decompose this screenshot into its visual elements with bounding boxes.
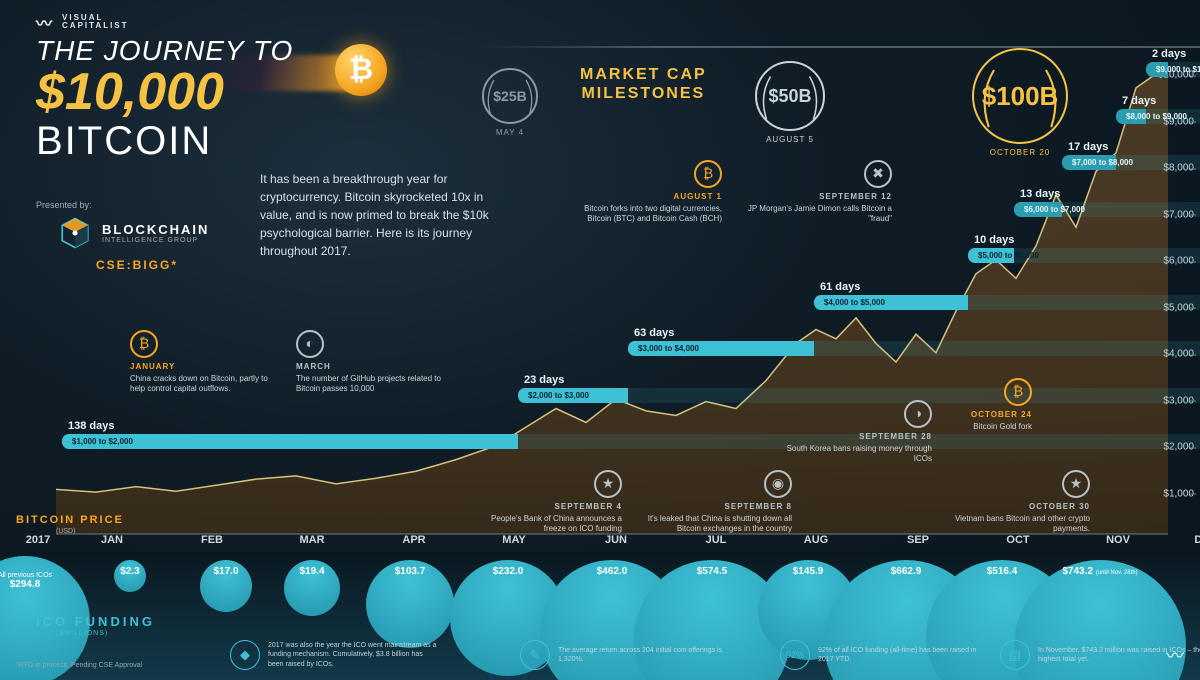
ico-bubble: $103.7	[366, 560, 454, 648]
price-chart-svg	[56, 46, 1168, 534]
event-date: OCTOBER 24	[882, 410, 1032, 420]
event-icon: ₿	[1004, 378, 1032, 406]
price-band: 138 days$1,000 to $2,000	[62, 434, 1200, 449]
price-band: 10 days$5,000 to $6,000	[968, 248, 1200, 263]
event-date: JANUARY	[130, 362, 280, 372]
event-date: SEPTEMBER 28	[782, 432, 932, 442]
x-tick: FEB	[201, 534, 223, 546]
price-band: 63 days$3,000 to $4,000	[628, 341, 1200, 356]
event-date: OCTOBER 30	[940, 502, 1090, 512]
event-date: SEPTEMBER 4	[472, 502, 622, 512]
ico-bubble: $19.4	[284, 560, 340, 616]
event-icon: ₿	[130, 330, 158, 358]
x-tick: JUL	[706, 534, 727, 546]
event-text: China cracks down on Bitcoin, partly to …	[130, 374, 280, 394]
x-tick: MAY	[502, 534, 525, 546]
x-tick: JUN	[605, 534, 627, 546]
event-text: People's Bank of China announces a freez…	[472, 514, 622, 534]
event-text: South Korea bans raising money through I…	[782, 444, 932, 464]
x-tick: NOV	[1106, 534, 1130, 546]
ico-fact: 92% 92% of all ICO funding (all-time) has…	[780, 640, 990, 670]
event-date: AUGUST 1	[572, 192, 722, 202]
fact-icon: ▤	[1000, 640, 1030, 670]
timeline-event: ★ SEPTEMBER 4 People's Bank of China ann…	[472, 470, 622, 534]
y-tick: $1,000	[1163, 488, 1194, 499]
timeline-event: ₿ AUGUST 1 Bitcoin forks into two digita…	[572, 160, 722, 224]
fact-icon: 92%	[780, 640, 810, 670]
event-text: Bitcoin forks into two digital currencie…	[572, 204, 722, 224]
visual-capitalist-logo: 〰 VISUALCAPITALIST	[36, 10, 129, 34]
price-band: 61 days$4,000 to $5,000	[814, 295, 1200, 310]
price-chart	[56, 46, 1168, 534]
timeline-event: ★ OCTOBER 30 Vietnam bans Bitcoin and ot…	[940, 470, 1090, 534]
footnote: *RTO in process. Pending CSE Approval	[16, 662, 142, 669]
event-text: Vietnam bans Bitcoin and other crypto pa…	[940, 514, 1090, 534]
timeline-event: ✖ SEPTEMBER 12 JP Morgan's Jamie Dimon c…	[742, 160, 892, 224]
event-icon: ◐	[296, 330, 324, 358]
x-tick: DEC	[1194, 534, 1200, 546]
timeline-event: ₿ JANUARY China cracks down on Bitcoin, …	[130, 330, 280, 394]
fact-icon: ✎	[520, 640, 550, 670]
price-band: 2 days$9,000 to $10,000	[1146, 62, 1200, 77]
fact-text: 92% of all ICO funding (all-time) has be…	[818, 646, 990, 664]
event-date: MARCH	[296, 362, 446, 372]
x-tick: AUG	[804, 534, 828, 546]
event-icon: ◉	[764, 470, 792, 498]
fact-icon: ◆	[230, 640, 260, 670]
y-axis-header: BITCOIN PRICE	[16, 514, 124, 526]
event-text: It's leaked that China is shutting down …	[642, 514, 792, 534]
event-date: SEPTEMBER 8	[642, 502, 792, 512]
x-axis: 2017JANFEBMARAPRMAYJUNJULAUGSEPOCTNOVDEC	[56, 534, 1168, 552]
ico-fact: ◆ 2017 was also the year the ICO went mai…	[230, 640, 440, 670]
price-band: 17 days$7,000 to $8,000	[1062, 155, 1200, 170]
timeline-event: ₿ OCTOBER 24 Bitcoin Gold fork	[882, 378, 1032, 432]
event-icon: ✖	[864, 160, 892, 188]
x-year: 2017	[26, 534, 50, 546]
timeline-event: ◉ SEPTEMBER 8 It's leaked that China is …	[642, 470, 792, 534]
price-band: 7 days$8,000 to $9,000	[1116, 109, 1200, 124]
ico-bubble: $2.3	[114, 560, 146, 592]
vc-footer-icon: 〰	[1166, 642, 1184, 668]
x-tick: SEP	[907, 534, 929, 546]
timeline-event: ◐ MARCH The number of GitHub projects re…	[296, 330, 446, 394]
event-text: Bitcoin Gold fork	[882, 422, 1032, 432]
ico-bubble: $17.0	[200, 560, 252, 612]
x-tick: JAN	[101, 534, 123, 546]
event-icon: ★	[594, 470, 622, 498]
event-text: JP Morgan's Jamie Dimon calls Bitcoin a …	[742, 204, 892, 224]
event-text: The number of GitHub projects related to…	[296, 374, 446, 394]
fact-text: 2017 was also the year the ICO went main…	[268, 641, 440, 668]
ico-sub: ($MILLIONS)	[56, 630, 108, 637]
ico-fact: ✎ The average return across 204 initial c…	[520, 640, 730, 670]
y-axis-sub: (USD)	[56, 528, 75, 535]
x-tick: MAR	[299, 534, 324, 546]
event-date: SEPTEMBER 12	[742, 192, 892, 202]
fact-text: The average return across 204 initial co…	[558, 646, 730, 664]
x-tick: OCT	[1006, 534, 1029, 546]
event-icon: ★	[1062, 470, 1090, 498]
event-icon: ₿	[694, 160, 722, 188]
x-tick: APR	[402, 534, 425, 546]
price-band: 13 days$6,000 to $7,000	[1014, 202, 1200, 217]
ico-header: ICO FUNDING	[36, 614, 155, 629]
